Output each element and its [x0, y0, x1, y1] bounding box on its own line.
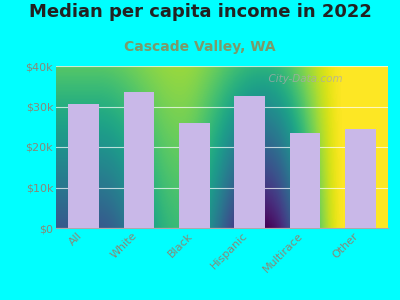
Bar [345, 129, 376, 228]
Bar [179, 123, 210, 228]
Bar [124, 92, 154, 228]
Text: City-Data.com: City-Data.com [262, 74, 342, 84]
Bar [234, 96, 265, 228]
Text: Median per capita income in 2022: Median per capita income in 2022 [28, 3, 372, 21]
Bar [290, 133, 320, 228]
Bar [68, 104, 99, 228]
Text: Cascade Valley, WA: Cascade Valley, WA [124, 40, 276, 55]
